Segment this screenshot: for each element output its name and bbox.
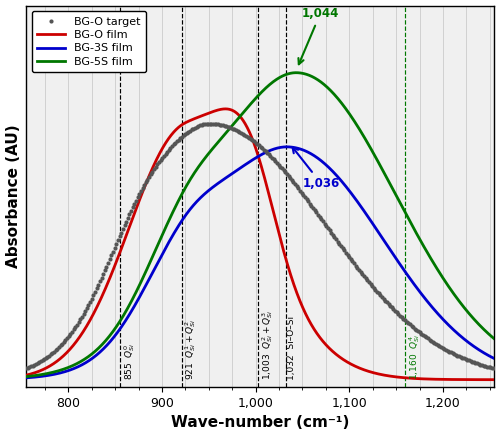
BG-3S film — [478, 348, 484, 354]
BG-3S film — [47, 372, 53, 378]
BG-3S film — [23, 375, 29, 381]
X-axis label: Wave-number (cm⁻¹): Wave-number (cm⁻¹) — [171, 416, 350, 430]
Line: BG-O target: BG-O target — [24, 122, 496, 371]
BG-3S film — [284, 144, 290, 150]
Line: BG-3S film: BG-3S film — [26, 147, 494, 378]
BG-O target — [23, 366, 29, 371]
Text: 1,160  $Q^4_{Si}$: 1,160 $Q^4_{Si}$ — [408, 333, 422, 379]
BG-5S film — [492, 336, 498, 341]
BG-O target — [438, 344, 444, 350]
BG-5S film — [23, 374, 29, 379]
BG-O film — [23, 372, 29, 378]
BG-5S film — [478, 324, 484, 329]
BG-O target — [371, 285, 377, 290]
BG-3S film — [238, 165, 244, 170]
Text: 855  $Q^0_{Si}$: 855 $Q^0_{Si}$ — [122, 342, 136, 379]
BG-3S film — [478, 348, 484, 354]
BG-3S film — [251, 157, 257, 162]
BG-3S film — [492, 356, 498, 361]
Line: BG-O film: BG-O film — [26, 109, 494, 380]
BG-5S film — [392, 191, 398, 196]
BG-O target — [90, 293, 96, 298]
Text: 921  $Q^1_{Si}+Q^2_{Si}$: 921 $Q^1_{Si}+Q^2_{Si}$ — [184, 318, 198, 379]
BG-O film — [222, 106, 228, 112]
BG-O film — [392, 374, 398, 379]
BG-O target — [207, 121, 213, 126]
BG-O film — [47, 363, 53, 368]
BG-5S film — [478, 324, 484, 329]
Legend: BG-O target, BG-O film, BG-3S film, BG-5S film: BG-O target, BG-O film, BG-3S film, BG-5… — [32, 11, 146, 72]
Line: BG-5S film: BG-5S film — [26, 73, 494, 377]
BG-O film — [251, 141, 257, 146]
BG-5S film — [251, 98, 257, 103]
BG-5S film — [238, 112, 244, 117]
BG-O film — [238, 116, 244, 121]
BG-5S film — [47, 370, 53, 375]
BG-O film — [478, 377, 484, 382]
Y-axis label: Absorbance (AU): Absorbance (AU) — [6, 125, 20, 268]
Text: 1,003  $Q^2_{Si}+Q^3_{Si}$: 1,003 $Q^2_{Si}+Q^3_{Si}$ — [260, 309, 275, 379]
Text: 1,036: 1,036 — [292, 147, 340, 190]
BG-O target — [490, 366, 496, 371]
BG-O target — [82, 308, 88, 313]
BG-5S film — [293, 70, 299, 75]
Text: 1,044: 1,044 — [298, 7, 339, 64]
BG-O target — [86, 302, 91, 307]
BG-O target — [292, 182, 298, 187]
BG-O film — [478, 377, 484, 382]
BG-3S film — [392, 255, 398, 260]
BG-O film — [492, 377, 498, 382]
Text: 1,032  Si–O–Si: 1,032 Si–O–Si — [288, 315, 296, 379]
